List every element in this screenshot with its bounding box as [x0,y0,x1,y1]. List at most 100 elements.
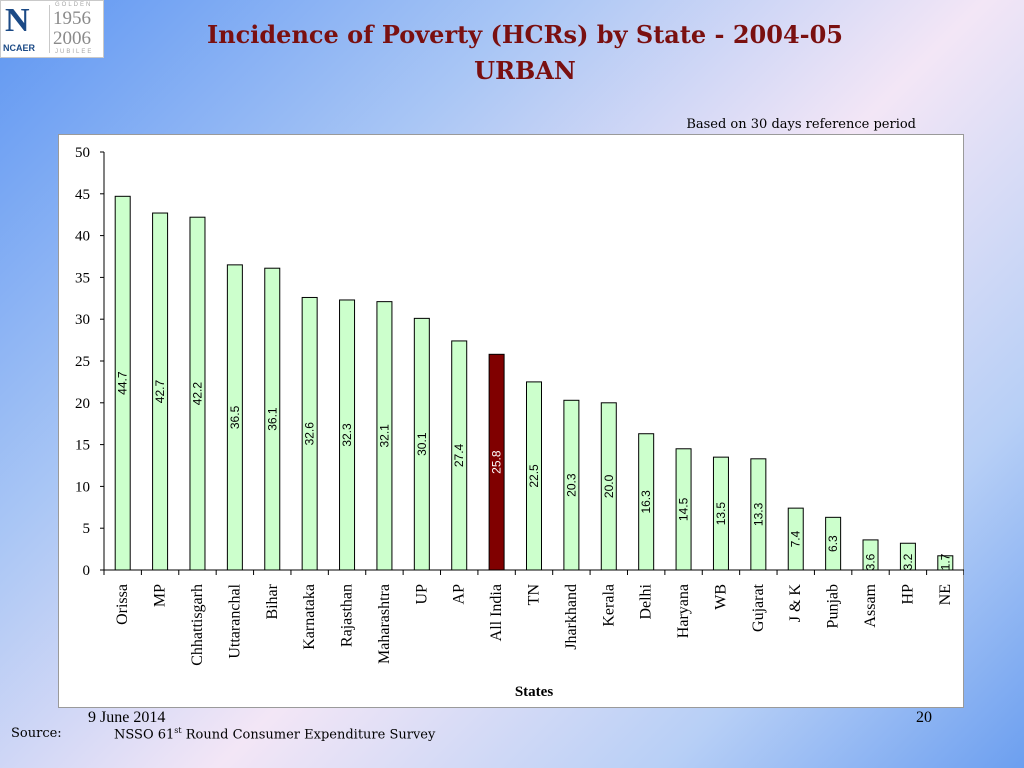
bar [712,456,729,571]
category-label: Punjab [825,584,842,628]
bar [189,216,206,571]
bar-value-label: 32.1 [377,424,391,448]
bar [376,301,393,571]
bar [264,267,281,571]
source-text: NSSO 61st Round Consumer Expenditure Sur… [114,726,435,742]
slide-subtitle: URBAN [474,56,576,85]
y-tick-label: 40 [75,229,90,245]
category-label: Delhi [638,583,655,619]
category-label: Uttaranchal [226,583,243,658]
x-axis-title: States [515,684,553,700]
source-label: Source: [11,726,62,741]
bar-value-label: 22.5 [527,464,541,488]
category-label: Gujarat [750,583,767,632]
category-label: TN [526,584,543,606]
bar-value-label: 7.4 [789,530,803,547]
logo-mark: N [5,2,30,39]
bar [825,516,842,571]
category-label: Rajasthan [339,584,356,647]
logo-jubilee-text: JUBILEE [55,49,94,55]
bar-value-label: 25.8 [490,450,504,474]
category-label: UP [413,584,430,605]
source-text-main: NSSO 61 [114,727,175,743]
reference-period-note: Based on 30 days reference period [686,117,916,132]
category-label: AP [451,584,468,605]
category-label: MP [152,584,169,607]
bar [787,507,804,571]
category-label: Haryana [675,584,692,638]
logo-word: NCAER [3,43,36,53]
bar-value-label: 42.7 [153,380,167,404]
bar-value-label: 1.7 [938,553,952,570]
footer-date: 9 June 2014 [88,709,166,726]
bar [675,448,692,571]
bar [937,555,954,571]
bar-value-label: 36.5 [228,405,242,429]
chart-frame [58,134,964,708]
category-label: WB [712,584,729,610]
y-tick-label: 10 [75,479,90,495]
bar [226,264,243,571]
bar-value-label: 3.2 [901,553,915,570]
bar-value-label: 6.3 [826,535,840,552]
logo-golden-text: GOLDEN [55,2,93,8]
bar [899,542,916,571]
category-label: Chhattisgarh [189,584,206,666]
y-tick-label: 45 [75,187,90,203]
poverty-bar-chart: 0 5 10 15 20 25 30 35 40 45 50 44.7 Orissa 42.7 MP 42.2… [75,145,964,700]
bar [451,340,468,571]
y-tick-label: 30 [75,312,90,328]
logo-year-bottom: 2006 [53,28,91,49]
logo-divider [49,5,50,53]
source-superscript: st [174,726,182,735]
bar [526,381,542,571]
bar-value-label: 20.0 [602,474,616,498]
ncaer-logo: N NCAER GOLDEN 1956 2006 JUBILEE [0,0,104,58]
y-tick-label: 15 [75,438,90,454]
category-label: All India [488,584,505,641]
logo-year-top: 1956 [53,8,91,29]
bar-value-label: 13.3 [751,502,765,526]
category-label: Orissa [114,584,131,625]
bar [152,212,169,571]
category-label: Bihar [264,583,281,619]
slide-title: Incidence of Poverty (HCRs) by State - 2… [206,20,844,49]
bar [862,539,879,571]
y-tick-label: 5 [83,521,91,537]
category-label: Kerala [600,584,617,627]
bar [488,353,505,571]
source-text-rest: Round Consumer Expenditure Survey [181,727,436,743]
bar [600,402,617,571]
bar [301,296,318,571]
y-tick-label: 50 [75,145,90,161]
bar-value-label: 3.6 [864,553,878,570]
bar-value-label: 42.2 [190,382,204,406]
bar-value-label: 44.7 [116,371,130,395]
y-tick-label: 20 [75,396,90,412]
bar-value-label: 36.1 [265,407,279,431]
bar-value-label: 13.5 [714,502,728,526]
bar [638,433,655,571]
category-label: J & K [787,584,804,623]
category-label: HP [899,584,916,605]
bar-value-label: 14.5 [677,497,691,521]
bar [339,299,356,571]
y-tick-label: 0 [83,563,91,579]
y-tick-label: 25 [75,354,90,370]
bar [413,317,430,571]
bar [114,195,131,571]
category-label: NE [937,584,954,605]
category-label: Maharashtra [376,584,393,664]
category-label: Assam [862,583,879,627]
bar [563,399,580,571]
bar-value-label: 32.3 [340,423,354,447]
bar-value-label: 32.6 [303,422,317,446]
bar-value-label: 20.3 [564,473,578,497]
bar-value-label: 16.3 [639,490,653,514]
category-label: Jharkhand [563,584,580,650]
category-label: Karnataka [301,584,318,650]
y-tick-label: 35 [75,270,90,286]
bar-value-label: 30.1 [415,432,429,456]
bar-value-label: 27.4 [452,443,466,467]
bar [750,458,767,571]
